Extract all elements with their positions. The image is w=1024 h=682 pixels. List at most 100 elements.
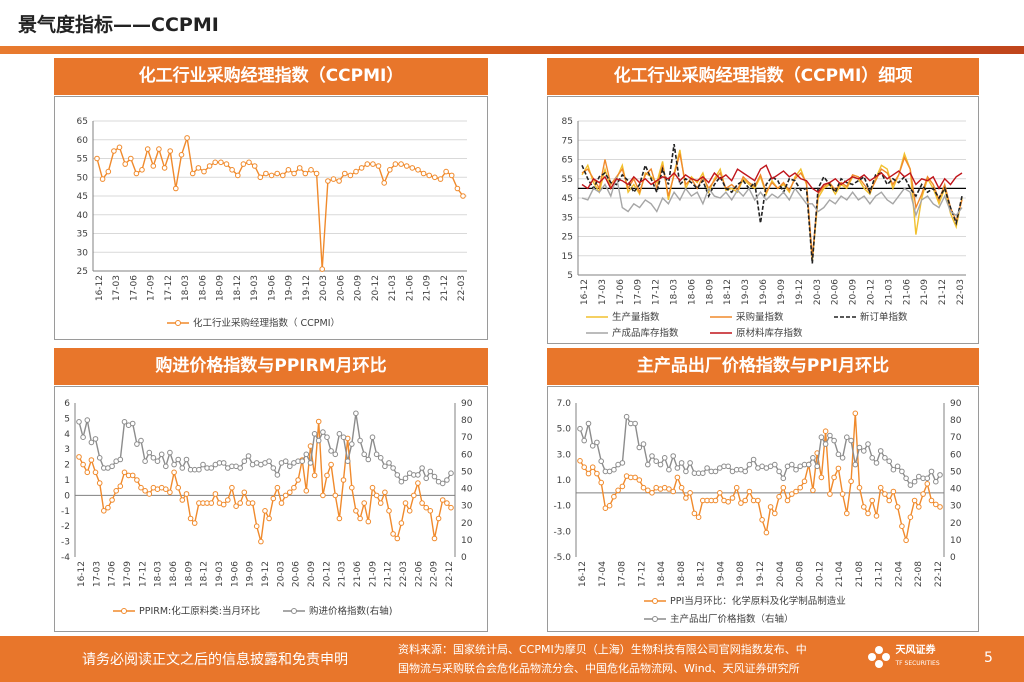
data-point bbox=[411, 492, 417, 499]
x-tick-label: 20-12 bbox=[815, 561, 825, 587]
ccpmi-subindex-chart: 5 15 25 35 45 55 65 75 85 16-12 17-03 17-06 17-09 17-… bbox=[562, 117, 966, 339]
page-number: 5 bbox=[984, 650, 993, 666]
data-point bbox=[645, 487, 651, 494]
x-tick-label: 20-06 bbox=[292, 561, 302, 587]
data-point bbox=[390, 531, 396, 537]
data-point bbox=[274, 170, 280, 177]
data-point bbox=[666, 486, 672, 492]
data-point bbox=[439, 497, 446, 503]
data-point bbox=[229, 167, 235, 173]
data-point bbox=[877, 448, 884, 454]
legend-purchase-price: 购进价格指数(右轴) bbox=[309, 605, 392, 617]
data-point bbox=[882, 455, 888, 461]
data-point bbox=[594, 439, 600, 446]
data-point bbox=[403, 163, 410, 169]
chart4-panel: -5.0 -3.0 -1.0 1.0 3.0 5.0 7.0 0 10 20 30 40 50 60 70 8… bbox=[547, 386, 979, 632]
data-point bbox=[759, 517, 765, 523]
logo-text: 天风证券 bbox=[895, 644, 936, 656]
data-point bbox=[308, 167, 314, 173]
data-point bbox=[369, 484, 376, 491]
data-point bbox=[324, 434, 330, 441]
data-point bbox=[161, 165, 168, 171]
data-point bbox=[92, 469, 99, 476]
data-point bbox=[353, 410, 359, 417]
x-tick-label: 20-06 bbox=[831, 279, 841, 305]
data-point bbox=[109, 497, 115, 503]
data-point bbox=[594, 470, 600, 477]
data-point bbox=[615, 487, 621, 494]
data-point bbox=[270, 465, 277, 471]
data-point bbox=[84, 417, 91, 423]
data-point bbox=[746, 461, 753, 468]
data-point bbox=[139, 167, 145, 173]
data-point bbox=[99, 176, 106, 182]
legend-item: 生产量指数 bbox=[612, 311, 660, 323]
data-point bbox=[717, 490, 723, 496]
series-line-0-0 bbox=[96, 137, 464, 270]
data-point bbox=[406, 508, 413, 514]
y-tick-label: -4 bbox=[61, 553, 70, 563]
data-point bbox=[184, 135, 190, 141]
data-point bbox=[332, 492, 339, 499]
flower-logo-icon bbox=[868, 646, 890, 668]
data-point bbox=[183, 491, 190, 497]
data-point bbox=[454, 185, 461, 192]
x-tick-label: 19-03 bbox=[250, 275, 260, 301]
data-point bbox=[725, 499, 731, 505]
data-point bbox=[585, 420, 592, 427]
data-point bbox=[206, 163, 213, 169]
data-point bbox=[117, 456, 124, 463]
data-point bbox=[674, 465, 681, 471]
y-tick-label: 75 bbox=[562, 136, 573, 146]
x-tick-label: 19-09 bbox=[777, 279, 787, 305]
data-point bbox=[577, 458, 583, 464]
data-point bbox=[237, 500, 243, 506]
data-point bbox=[437, 176, 444, 182]
x-tick-label: 18-06 bbox=[169, 561, 179, 587]
x-tick-label: 22-12 bbox=[445, 561, 455, 587]
x-tick-label: 22-03 bbox=[399, 561, 409, 587]
data-point bbox=[313, 170, 320, 177]
data-point bbox=[167, 449, 173, 456]
data-point bbox=[772, 461, 778, 468]
series-line-1-2 bbox=[581, 143, 963, 264]
data-point bbox=[755, 497, 761, 504]
data-point bbox=[84, 469, 91, 476]
x-tick-label: 17-12 bbox=[637, 561, 647, 587]
data-point bbox=[793, 466, 799, 473]
data-point bbox=[911, 497, 918, 504]
data-point bbox=[835, 465, 842, 472]
y-tick-label: 25 bbox=[562, 233, 573, 243]
data-point bbox=[712, 497, 719, 504]
data-point bbox=[839, 455, 846, 461]
data-point bbox=[598, 458, 605, 464]
data-point bbox=[178, 152, 185, 158]
data-point bbox=[852, 461, 859, 468]
data-point bbox=[129, 472, 136, 479]
y2-tick-label: 80 bbox=[461, 416, 473, 426]
data-point bbox=[899, 523, 905, 529]
data-point bbox=[780, 475, 787, 482]
data-point bbox=[382, 489, 388, 496]
data-point bbox=[105, 168, 112, 175]
data-point bbox=[448, 172, 455, 179]
data-point bbox=[347, 172, 354, 179]
chart4-title: 主产品出厂价格指数与PPI月环比 bbox=[547, 348, 979, 385]
data-point bbox=[342, 170, 348, 177]
data-point bbox=[328, 461, 334, 468]
x-tick-label: 21-03 bbox=[884, 279, 894, 305]
x-tick-label: 19-03 bbox=[741, 279, 751, 305]
x-tick-label: 21-12 bbox=[384, 561, 394, 587]
data-point bbox=[398, 161, 404, 167]
data-point bbox=[249, 500, 256, 506]
data-point bbox=[390, 465, 396, 471]
y-tick-label: 55 bbox=[77, 155, 88, 165]
y-tick-label: 65 bbox=[562, 156, 573, 166]
data-point bbox=[645, 461, 651, 468]
data-point bbox=[330, 176, 337, 182]
x-tick-label: 19-06 bbox=[230, 561, 240, 587]
data-point bbox=[814, 463, 821, 470]
data-point bbox=[444, 477, 450, 483]
data-point bbox=[76, 419, 82, 425]
y2-tick-label: 30 bbox=[950, 502, 962, 512]
